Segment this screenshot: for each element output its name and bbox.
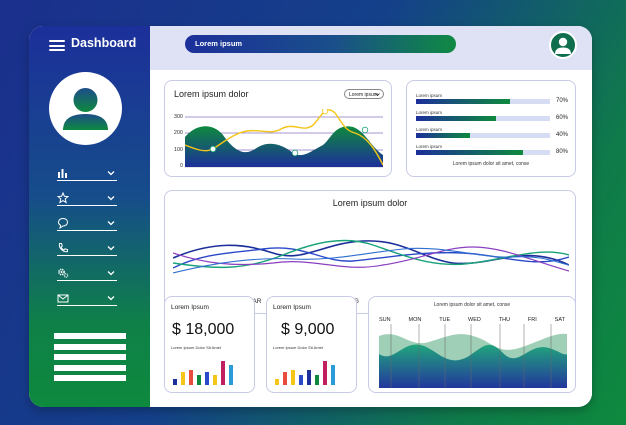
chevron-down-icon [107,221,115,226]
sidebar-item-settings[interactable] [57,267,117,281]
progress-label: Lorem ipsum [416,144,443,149]
stat-label: Lorem Ipsum [171,304,209,311]
progress-percent: 80% [555,149,568,155]
period-dropdown[interactable]: Lorem ipsum [344,89,384,99]
menu-icon[interactable] [49,40,65,51]
stat-value: $ 18,000 [172,321,235,338]
bar-chart-icon [58,169,67,178]
progress-percent: 60% [555,115,568,121]
day-label: MON [408,317,422,323]
day-label: SUN [379,317,391,323]
progress-label: Lorem ipsum [416,127,443,132]
progress-fill [416,99,510,104]
day-label: THU [498,317,511,323]
y-axis-labels: 300 200 100 0 [171,109,183,174]
area-line-chart [185,109,383,168]
progress-track [416,99,550,104]
search-bar[interactable]: Lorem ipsum [185,35,456,53]
chevron-down-icon [107,196,115,201]
gear-icon [58,268,69,278]
sidebar-item-mail[interactable] [57,292,117,306]
monthly-chart-card: Lorem ipsum dolor JANFEBMARAPRJULAUGJUNO… [164,190,576,314]
brand-title: Dashboard [71,36,137,50]
chevron-down-icon [107,296,115,301]
weekly-chart-card: Lorem ipsum dolor sit amet, conse SUN MON… [368,296,576,393]
dropdown-value: Lorem ipsum [349,91,378,98]
sidebar-item-favorites[interactable] [57,192,117,206]
sidebar-text-placeholder [54,333,126,386]
sidebar-item-analytics[interactable] [57,167,117,181]
dashboard-window: Dashboard [29,26,592,407]
day-label: WED [468,317,481,323]
wave-chart [173,239,569,274]
revenue-card: Lorem Ipsum $ 18,000 Lorem Ipsum Dolor S… [164,296,255,393]
progress-item: Lorem ipsum 40% [416,127,568,141]
progress-card: Lorem ipsum 70% Lorem ipsum 60% Lorem ip… [406,80,576,177]
sidebar-item-calls[interactable] [57,242,117,256]
chat-icon [57,217,69,229]
progress-footer: Lorem ipsum dolor sit amet, conse [452,161,530,167]
stat-subtitle: Lorem Ipsum Dolor Sit Amet [171,345,222,350]
sidebar: Dashboard [29,26,150,407]
mail-icon [57,294,69,303]
day-label: SAT [554,317,565,323]
y-tick: 300 [173,114,183,120]
progress-percent: 40% [555,132,568,138]
stat-value: $ 9,000 [281,321,335,338]
card-title: Lorem ipsum dolor sit amet, conse [433,302,511,308]
card-title: Lorem ipsum dolor [174,89,249,99]
day-axis: SUN MON TUE WED THU FRI SAT [379,317,565,323]
progress-fill [416,150,524,155]
progress-percent: 70% [555,98,568,104]
progress-track [416,150,550,155]
stat-subtitle: Lorem Ipsum Dolor Sit Amet [273,345,324,350]
progress-item: Lorem ipsum 60% [416,110,568,124]
sidebar-item-messages[interactable] [57,217,117,231]
progress-track [416,116,550,121]
progress-item: Lorem ipsum 80% [416,144,568,158]
user-icon [555,37,571,54]
star-icon [57,192,69,204]
expenses-card: Lorem Ipsum $ 9,000 Lorem Ipsum Dolor Si… [266,296,357,393]
user-avatar[interactable] [549,31,577,59]
day-label: TUE [439,317,451,323]
progress-label: Lorem ipsum [416,93,443,98]
y-tick: 100 [173,146,183,153]
overview-chart-card: Lorem ipsum dolor Lorem ipsum 300 200 10… [164,80,392,177]
mini-bar-chart [173,361,233,385]
chevron-down-icon [107,246,115,251]
y-tick: 0 [179,162,183,169]
mini-bar-chart [275,361,335,385]
stat-label: Lorem Ipsum [273,304,311,311]
chevron-down-icon [375,93,380,97]
day-label: FRI [527,317,537,323]
progress-fill [416,116,497,121]
card-title: Lorem ipsum dolor [332,198,408,208]
user-icon [63,88,108,130]
progress-item: Lorem ipsum 70% [416,93,568,107]
weekly-area-chart [379,324,567,388]
progress-track [416,133,550,138]
y-tick: 200 [173,130,183,137]
chevron-down-icon [107,271,115,276]
phone-icon [58,243,68,253]
profile-avatar[interactable] [49,72,122,145]
progress-fill [416,133,470,138]
chevron-down-icon [107,171,115,176]
progress-label: Lorem ipsum [416,110,443,115]
